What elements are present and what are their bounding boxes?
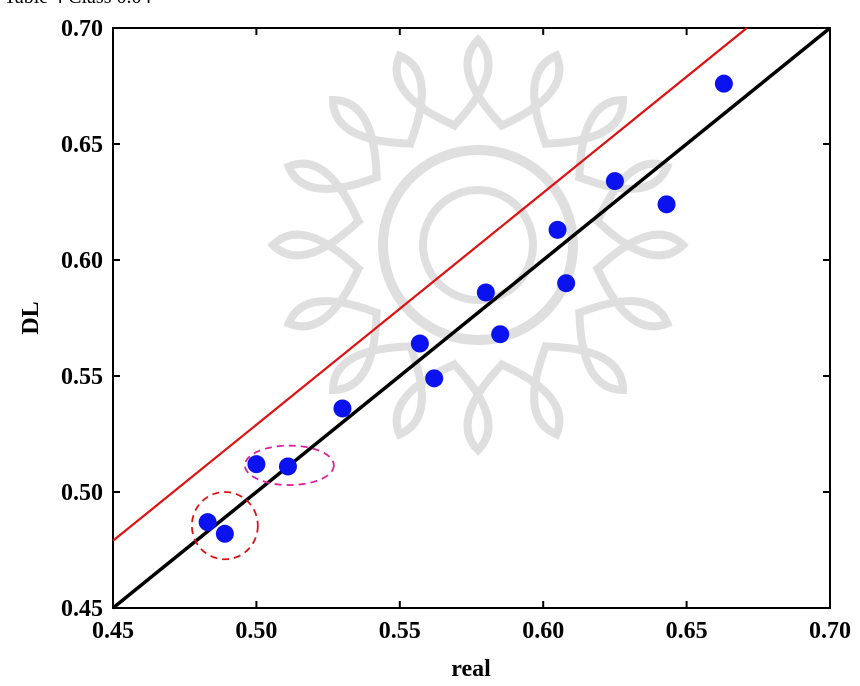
y-axis-ticks: 0.45 0.50 0.55 0.60 0.65 0.70 [61,16,830,622]
x-tick-label: 0.45 [92,618,134,644]
data-point [198,513,217,532]
data-point [278,457,297,476]
annotation-ellipse-2 [244,444,335,486]
y-tick-label: 0.50 [61,480,103,506]
watermark-ring [419,186,537,304]
data-point [657,195,676,214]
y-axis-title: DL [18,301,44,334]
annotation-ellipses [190,444,335,561]
watermark-petal [283,159,382,226]
x-axis-title: real [451,656,491,682]
watermark-petal [329,96,414,181]
watermark-petal [592,215,689,275]
plot-frame [112,27,831,609]
identity-line [111,26,832,610]
data-points [198,74,733,543]
data-point [333,399,352,418]
watermark-petal [497,50,564,149]
upper-bound-line [112,27,748,542]
watermark-ring [378,145,578,345]
watermark-petal [448,359,508,456]
data-point [548,220,567,239]
watermark-petal [329,309,414,394]
data-point [714,74,733,93]
watermark-petal [574,264,673,331]
x-axis-ticks: 0.45 0.50 0.55 0.60 0.65 0.70 [92,28,851,644]
annotation-ellipse-1 [190,491,259,561]
x-tick-label: 0.60 [522,618,564,644]
y-tick-label: 0.65 [61,132,103,158]
data-point [605,172,624,191]
x-tick-label: 0.65 [666,618,708,644]
y-tick-label: 0.70 [61,16,103,42]
data-point [247,455,266,474]
x-tick-label: 0.55 [379,618,421,644]
y-tick-label: 0.55 [61,364,103,390]
top-caption: Table 4 Class 0.04 [4,0,151,9]
data-point [425,369,444,388]
watermark-petal [392,50,459,149]
watermark-petal [267,215,364,275]
data-point [476,283,495,302]
x-tick-label: 0.70 [809,618,851,644]
watermark-petal [392,341,459,440]
y-tick-label: 0.45 [61,596,103,622]
watermark-petal [497,341,564,440]
watermark-petal [283,264,382,331]
watermark-seal [267,34,689,456]
watermark-petal [542,309,627,394]
data-point [491,325,510,344]
reference-lines [111,26,832,610]
x-tick-label: 0.50 [235,618,277,644]
y-tick-label: 0.60 [61,248,103,274]
watermark-petal [542,96,627,181]
data-point [557,274,576,293]
watermark-petal [448,34,508,131]
data-point [215,524,234,543]
data-point [410,334,429,353]
